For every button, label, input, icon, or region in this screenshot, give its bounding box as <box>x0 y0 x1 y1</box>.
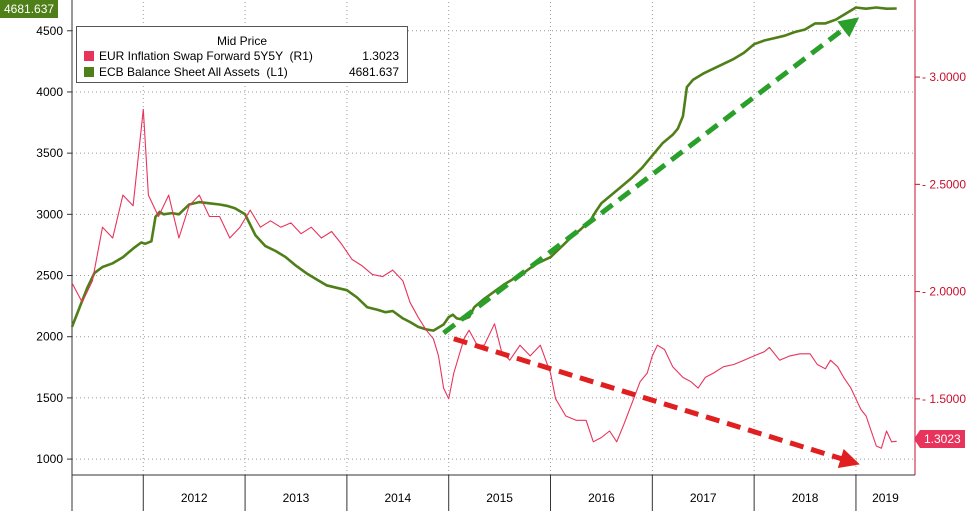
last-value-badge-right: 1.3023 <box>914 430 965 448</box>
x-year-label: 2015 <box>486 491 513 505</box>
y-right-tick-label: - 1.5000 <box>922 392 966 406</box>
y-left-tick-label: 2000 <box>36 330 63 344</box>
trend-arrows <box>442 17 860 469</box>
last-value-badge-left: 4681.637 <box>0 0 59 18</box>
legend-label: EUR Inflation Swap Forward 5Y5Y (R1) <box>99 49 313 63</box>
y-right-tick-label: - 2.5000 <box>922 177 966 191</box>
x-year-label: 2019 <box>872 491 899 505</box>
axes <box>67 0 920 511</box>
y-left-tick-label: 4000 <box>36 85 63 99</box>
x-year-label: 2014 <box>384 491 411 505</box>
legend-entry-inflation-swap: EUR Inflation Swap Forward 5Y5Y (R1) 1.3… <box>84 49 399 63</box>
legend-value: 1.3023 <box>362 49 399 63</box>
y-left-tick-label: 4500 <box>36 24 63 38</box>
trend-arrow-down <box>453 336 860 469</box>
x-year-label: 2016 <box>588 491 615 505</box>
y-left-tick-label: 2500 <box>36 269 63 283</box>
trend-arrow-up <box>442 17 860 336</box>
legend-title: Mid Price <box>216 34 267 48</box>
x-year-label: 2017 <box>690 491 717 505</box>
y-right-tick-label: - 2.0000 <box>922 285 966 299</box>
y-left-tick-label: 3000 <box>36 207 63 221</box>
legend-value: 4681.637 <box>348 65 399 79</box>
y-left-tick-label: 1500 <box>36 391 63 405</box>
legend-label: ECB Balance Sheet All Assets (L1) <box>99 65 288 79</box>
y-left-tick-label: 1000 <box>36 452 63 466</box>
legend: Mid Price EUR Inflation Swap Forward 5Y5… <box>76 26 408 83</box>
y-right-tick-label: - 3.0000 <box>922 70 966 84</box>
legend-swatch-red <box>84 51 94 61</box>
series-line-inflation-swap <box>71 108 897 449</box>
x-year-label: 2012 <box>181 491 208 505</box>
tick-labels: 1000 1500 2000 2500 3000 3500 4000 4500 - 1.5000… <box>36 24 966 505</box>
x-year-label: 2013 <box>283 491 310 505</box>
legend-entry-ecb-balance-sheet: ECB Balance Sheet All Assets (L1) 4681.6… <box>84 65 399 79</box>
x-year-label: 2018 <box>792 491 819 505</box>
y-left-tick-label: 3500 <box>36 146 63 160</box>
legend-swatch-green <box>84 67 94 77</box>
